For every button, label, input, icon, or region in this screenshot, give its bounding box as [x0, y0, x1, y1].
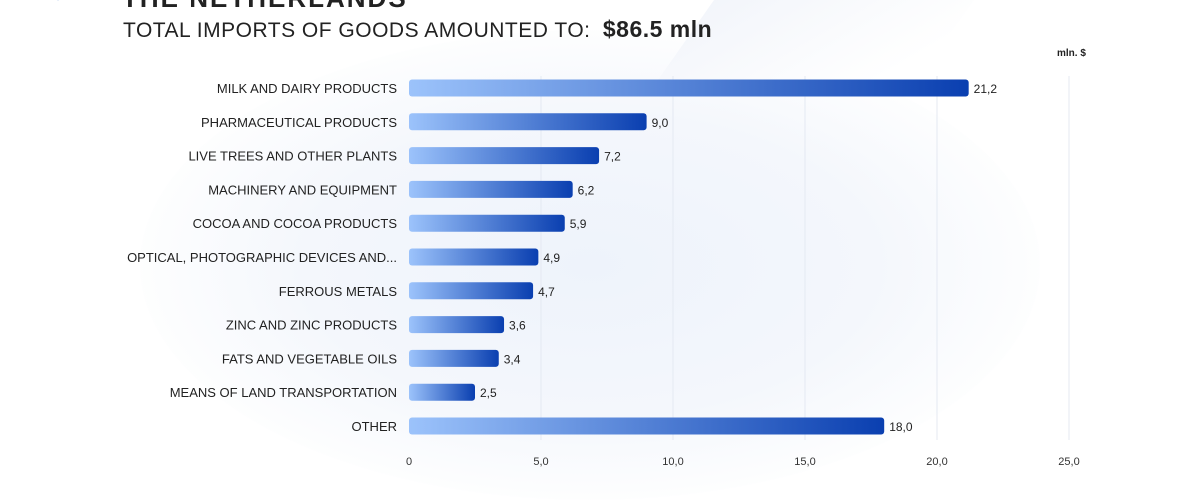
- x-tick-label: 15,0: [794, 456, 815, 468]
- imports-bar-chart: 0 5,0 10,0 15,0 20,0 25,0 MILK AND DAIRY PRODU…: [127, 76, 1080, 468]
- value-label: 21,2: [974, 82, 998, 96]
- bar: [409, 248, 539, 266]
- bar: [409, 417, 885, 435]
- value-label: 4,7: [538, 285, 555, 299]
- value-label: 3,4: [504, 352, 521, 366]
- value-label: 9,0: [652, 116, 669, 130]
- unit-label: mln. $: [1057, 48, 1086, 59]
- subtitle-text: TOTAL IMPORTS OF GOODS AMOUNTED TO:: [123, 19, 591, 42]
- x-tick-label: 25,0: [1058, 456, 1079, 468]
- category-label: OTHER: [352, 419, 398, 434]
- value-label: 2,5: [480, 386, 497, 400]
- category-label: COCOA AND COCOA PRODUCTS: [193, 216, 398, 231]
- value-label: 7,2: [604, 150, 621, 164]
- value-label: 6,2: [578, 183, 595, 197]
- x-tick-label: 10,0: [662, 456, 683, 468]
- category-label: ZINC AND ZINC PRODUCTS: [226, 318, 398, 333]
- bar: [409, 214, 565, 232]
- bar: [409, 147, 600, 165]
- category-label: OPTICAL, PHOTOGRAPHIC DEVICES AND...: [127, 250, 397, 265]
- value-label: 18,0: [889, 420, 913, 434]
- x-tick-label: 5,0: [533, 456, 548, 468]
- x-tick-label: 0: [406, 456, 412, 468]
- category-label: PHARMACEUTICAL PRODUCTS: [201, 115, 397, 130]
- bar: [409, 383, 475, 401]
- country-title: THE NETHERLANDS: [122, 0, 408, 14]
- category-label: FERROUS METALS: [279, 284, 398, 299]
- value-label: 4,9: [543, 251, 560, 265]
- total-imports-amount: $86.5 mln: [602, 16, 713, 42]
- category-label: LIVE TREES AND OTHER PLANTS: [188, 149, 397, 164]
- value-label: 5,9: [570, 217, 587, 231]
- value-label: 3,6: [509, 319, 526, 333]
- bar: [409, 349, 499, 367]
- bar: [409, 316, 505, 334]
- x-tick-label: 20,0: [926, 456, 947, 468]
- bar: [409, 113, 647, 131]
- page-subtitle: TOTAL IMPORTS OF GOODS AMOUNTED TO: $86.…: [123, 16, 712, 43]
- bar: [409, 180, 573, 198]
- bar: [409, 79, 969, 97]
- category-label: FATS AND VEGETABLE OILS: [222, 351, 397, 366]
- category-label: MEANS OF LAND TRANSPORTATION: [170, 385, 397, 400]
- category-label: MILK AND DAIRY PRODUCTS: [217, 81, 397, 96]
- category-label: MACHINERY AND EQUIPMENT: [208, 182, 397, 197]
- bar: [409, 282, 534, 300]
